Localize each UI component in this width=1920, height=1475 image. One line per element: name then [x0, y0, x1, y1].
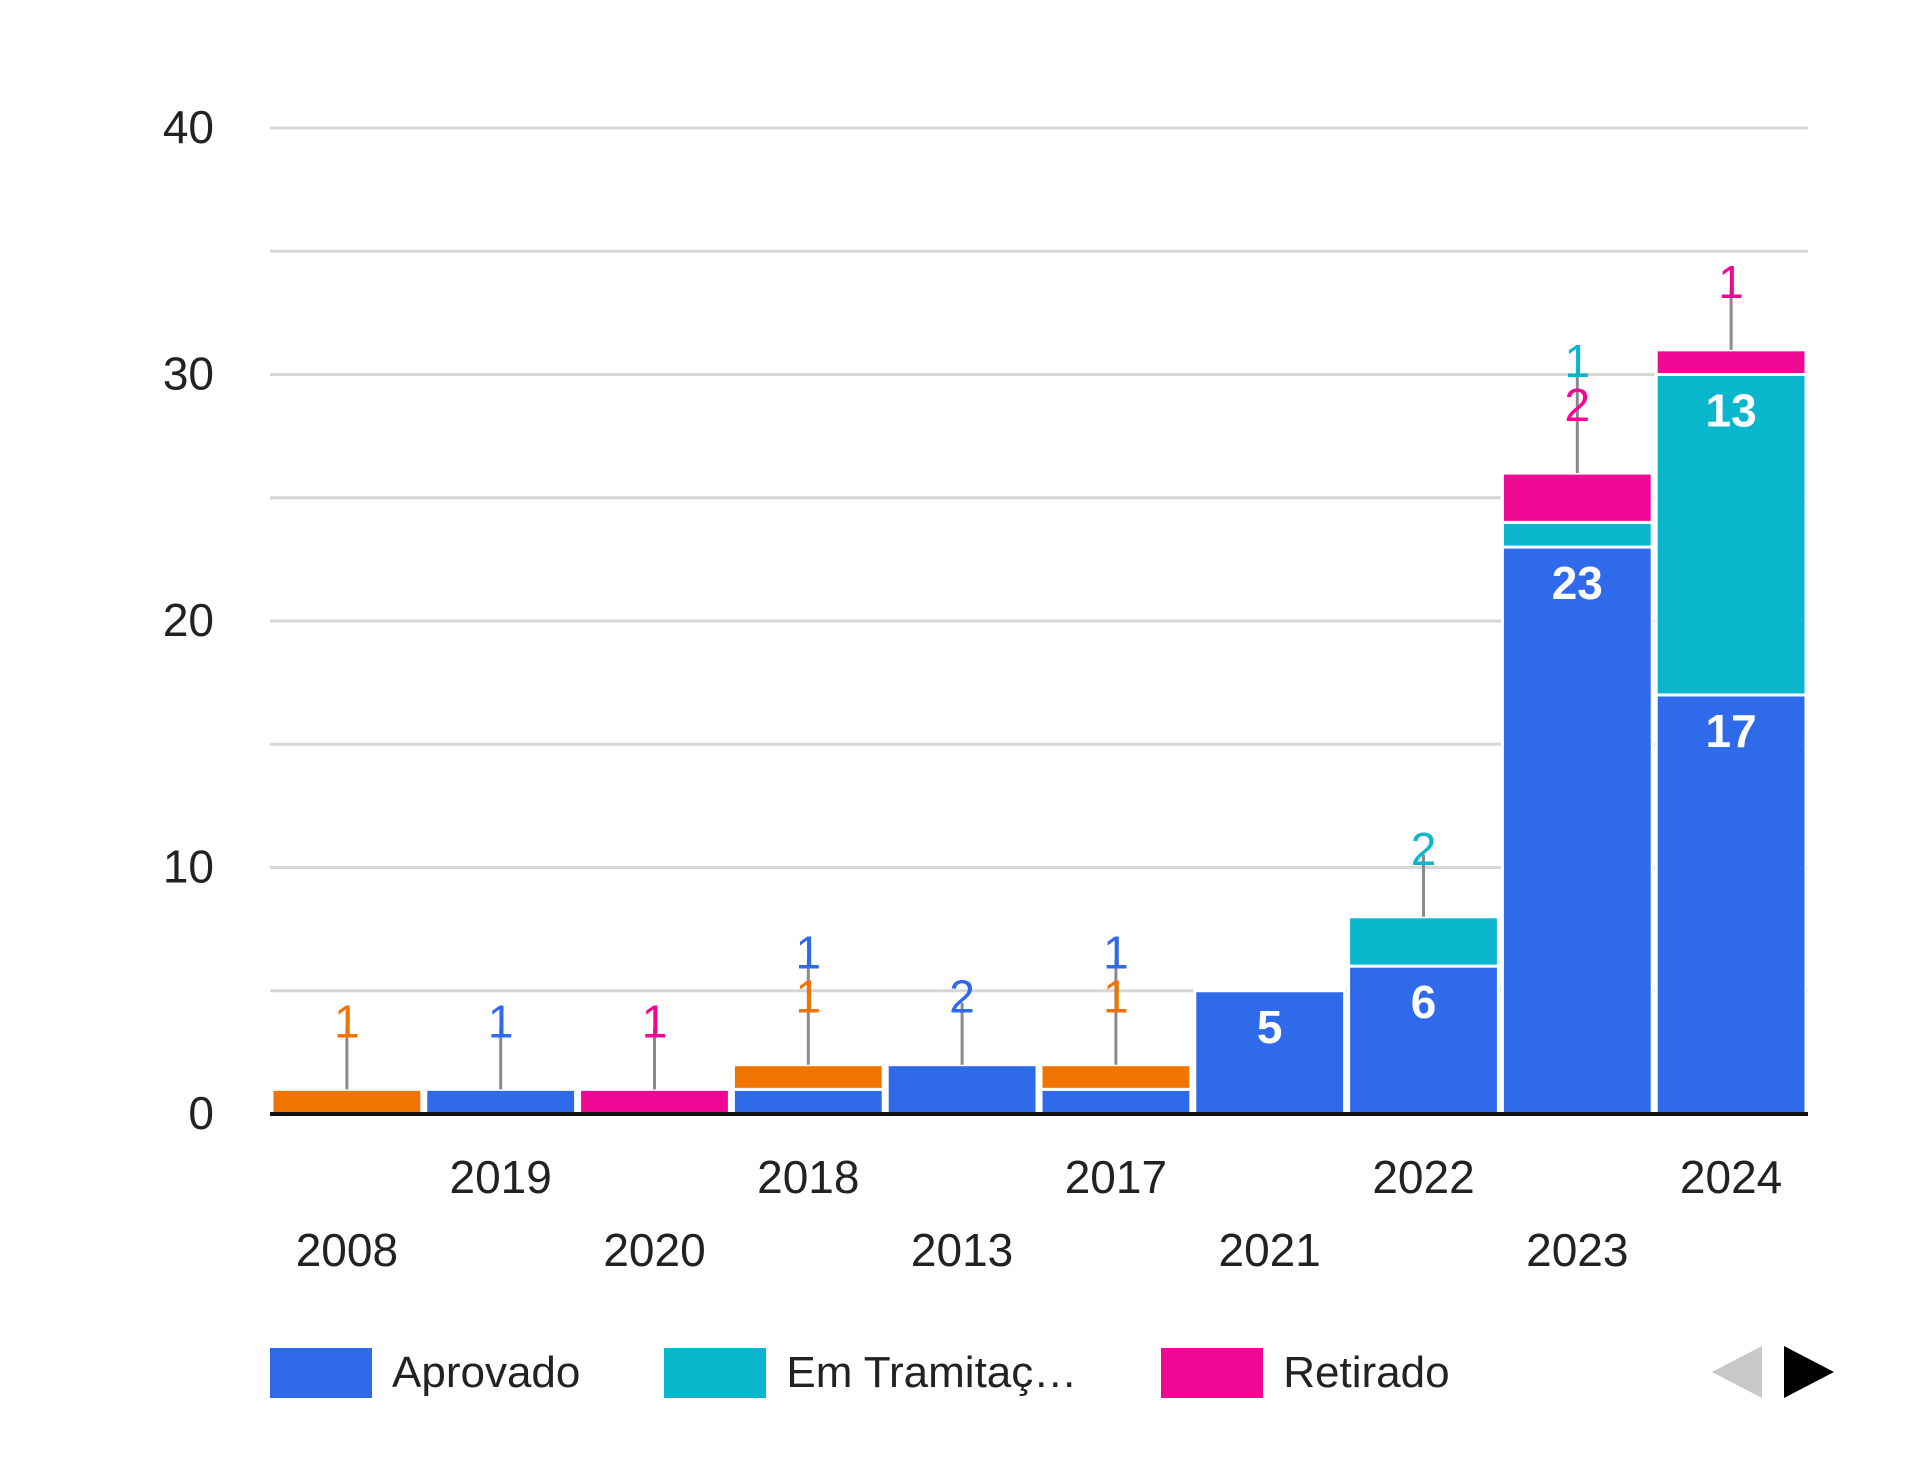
bar-segment — [270, 1087, 424, 1116]
x-tick-label: 2008 — [296, 1224, 398, 1276]
data-label: 1 — [1103, 971, 1129, 1023]
x-tick-label: 2017 — [1065, 1151, 1167, 1203]
data-label: 6 — [1411, 976, 1437, 1028]
x-tick-label: 2023 — [1526, 1224, 1628, 1276]
legend-item-aprovado[interactable]: Aprovado — [270, 1348, 580, 1398]
data-label: 23 — [1552, 557, 1603, 609]
legend-pager — [1690, 1346, 1834, 1398]
x-tick-label: 2020 — [603, 1224, 705, 1276]
x-tick-label: 2019 — [450, 1151, 552, 1203]
bar-segment — [731, 1063, 885, 1091]
bar-segment — [1500, 520, 1654, 549]
bar-segment — [885, 1063, 1039, 1116]
data-label: 1 — [334, 995, 360, 1047]
data-label: 1 — [642, 995, 668, 1047]
data-label: 2 — [1411, 823, 1437, 875]
data-label: 2 — [949, 971, 975, 1023]
y-tick-label: 40 — [163, 101, 214, 153]
bar-segment — [1654, 373, 1808, 697]
legend-swatch-retirado — [1161, 1348, 1264, 1398]
x-tick-label: 2013 — [911, 1224, 1013, 1276]
bar-segment — [578, 1087, 731, 1116]
legend-label-retirado: Retirado — [1283, 1348, 1450, 1397]
legend-swatch-aprovado — [270, 1348, 372, 1398]
data-label: 1 — [1565, 335, 1591, 387]
data-label: 2 — [1565, 379, 1591, 431]
bar-segment — [1039, 1087, 1193, 1116]
y-tick-label: 20 — [163, 594, 214, 646]
data-label: 1 — [1103, 927, 1129, 979]
data-label: 1 — [796, 971, 822, 1023]
data-label: 1 — [488, 995, 514, 1047]
bar-segment — [1500, 471, 1654, 524]
y-tick-label: 10 — [163, 841, 214, 893]
data-label: 13 — [1706, 385, 1757, 437]
data-label: 1 — [796, 927, 822, 979]
bar-segment — [731, 1087, 885, 1116]
legend-item-em-tramitacao[interactable]: Em Tramitaç… — [664, 1348, 1077, 1398]
y-tick-label: 30 — [163, 348, 214, 400]
bar-segment — [1654, 348, 1808, 377]
data-label: 5 — [1257, 1001, 1283, 1053]
triangle-right-icon[interactable] — [1784, 1346, 1834, 1398]
triangle-left-icon[interactable] — [1712, 1346, 1762, 1398]
x-tick-label: 2022 — [1372, 1151, 1474, 1203]
bar-segment — [1654, 693, 1808, 1116]
bar-segment — [1039, 1063, 1193, 1091]
legend-label-em-tramitacao: Em Tramitaç… — [786, 1348, 1078, 1397]
x-tick-label: 2018 — [757, 1151, 859, 1203]
bar-segment — [1193, 989, 1347, 1116]
data-label: 17 — [1706, 705, 1757, 757]
bar-segment — [1500, 545, 1654, 1116]
y-tick-label: 0 — [188, 1087, 214, 1139]
legend-item-retirado[interactable]: Retirado — [1161, 1348, 1450, 1398]
bar-segment — [424, 1087, 578, 1116]
x-tick-label: 2021 — [1219, 1224, 1321, 1276]
chart-legend: Aprovado Em Tramitaç… Retirado — [270, 1345, 1534, 1401]
bar-segment — [1347, 964, 1500, 1116]
x-tick-label: 2024 — [1680, 1151, 1782, 1203]
legend-swatch-em-tramitacao — [664, 1348, 767, 1398]
bar-segment — [1347, 915, 1500, 968]
legend-label-aprovado: Aprovado — [392, 1348, 581, 1397]
data-label: 1 — [1718, 256, 1744, 308]
